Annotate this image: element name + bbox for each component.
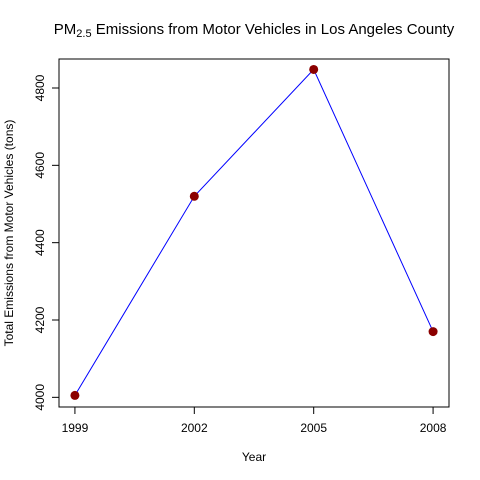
data-point: [428, 327, 438, 337]
y-axis: 4000 4200 4400 4600 4800: [33, 74, 59, 411]
y-tick-label: 4000: [33, 384, 47, 411]
x-tick-label: 2002: [181, 421, 208, 435]
x-tick-label: 2005: [300, 421, 327, 435]
plot-frame: [58, 58, 450, 408]
x-tick-label: 2008: [420, 421, 447, 435]
y-tick-label: 4800: [33, 74, 47, 101]
y-tick-label: 4400: [33, 229, 47, 256]
y-tick-label: 4200: [33, 306, 47, 333]
y-axis-title: Total Emissions from Motor Vehicles (ton…: [2, 120, 16, 347]
chart-title-post: Emissions from Motor Vehicles in Los Ang…: [92, 21, 455, 38]
chart-title: PM2.5 Emissions from Motor Vehicles in L…: [54, 21, 455, 40]
data-series: [70, 64, 438, 400]
x-tick-label: 1999: [62, 421, 89, 435]
series-line: [74, 68, 434, 396]
data-point: [309, 64, 319, 74]
x-axis: 1999 2002 2005 2008: [62, 407, 447, 435]
data-point: [189, 191, 199, 201]
data-point: [70, 390, 80, 400]
chart-title-pre: PM: [54, 21, 77, 38]
chart-title-subscript: 2.5: [76, 28, 91, 40]
x-axis-title: Year: [242, 450, 266, 464]
y-tick-label: 4600: [33, 152, 47, 179]
